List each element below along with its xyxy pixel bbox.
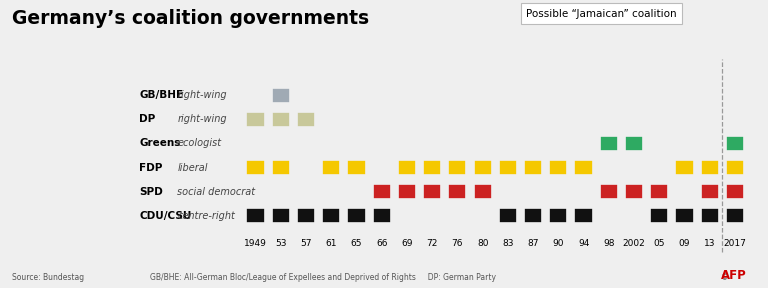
- Text: AFP: AFP: [720, 269, 746, 282]
- Bar: [272, 208, 290, 223]
- Bar: [498, 160, 517, 175]
- Bar: [474, 160, 492, 175]
- Bar: [398, 160, 416, 175]
- Bar: [726, 208, 744, 223]
- Bar: [272, 160, 290, 175]
- Bar: [449, 160, 466, 175]
- Text: FDP: FDP: [140, 162, 163, 173]
- Text: ecologist: ecologist: [177, 139, 221, 149]
- Bar: [650, 184, 668, 199]
- Bar: [297, 112, 315, 127]
- Bar: [574, 208, 593, 223]
- Bar: [625, 184, 643, 199]
- Bar: [322, 160, 340, 175]
- Bar: [347, 160, 366, 175]
- Bar: [625, 136, 643, 151]
- Bar: [372, 184, 391, 199]
- Bar: [675, 160, 694, 175]
- Text: ©: ©: [721, 273, 731, 282]
- Text: DP: DP: [140, 114, 156, 124]
- Bar: [322, 208, 340, 223]
- Bar: [272, 88, 290, 103]
- Bar: [600, 136, 618, 151]
- Text: GB/BHE: All-German Bloc/League of Expellees and Deprived of Rights     DP: Germa: GB/BHE: All-German Bloc/League of Expell…: [150, 273, 496, 282]
- Text: Source: Bundestag: Source: Bundestag: [12, 273, 84, 282]
- Text: Possible “Jamaican” coalition: Possible “Jamaican” coalition: [526, 9, 677, 19]
- Text: right-wing: right-wing: [177, 90, 227, 100]
- Bar: [272, 112, 290, 127]
- Bar: [423, 184, 442, 199]
- Text: social democrat: social democrat: [177, 187, 256, 197]
- Bar: [474, 184, 492, 199]
- Bar: [726, 136, 744, 151]
- Bar: [574, 160, 593, 175]
- Bar: [726, 184, 744, 199]
- Bar: [247, 208, 265, 223]
- Bar: [347, 208, 366, 223]
- Bar: [700, 208, 719, 223]
- Bar: [247, 112, 265, 127]
- Bar: [247, 160, 265, 175]
- Bar: [549, 208, 568, 223]
- Bar: [449, 184, 466, 199]
- Bar: [700, 160, 719, 175]
- Bar: [398, 184, 416, 199]
- Bar: [524, 160, 542, 175]
- Bar: [372, 208, 391, 223]
- Text: centre-right: centre-right: [177, 211, 235, 221]
- Text: CDU/CSU: CDU/CSU: [140, 211, 192, 221]
- Bar: [297, 208, 315, 223]
- Bar: [650, 208, 668, 223]
- Bar: [423, 160, 442, 175]
- Bar: [498, 208, 517, 223]
- Bar: [524, 208, 542, 223]
- Bar: [675, 208, 694, 223]
- Bar: [700, 184, 719, 199]
- Text: SPD: SPD: [140, 187, 163, 197]
- Text: Greens: Greens: [140, 139, 180, 149]
- Bar: [600, 184, 618, 199]
- Text: Germany’s coalition governments: Germany’s coalition governments: [12, 9, 369, 28]
- Bar: [726, 160, 744, 175]
- Text: right-wing: right-wing: [177, 114, 227, 124]
- Text: liberal: liberal: [177, 162, 208, 173]
- Text: GB/BHE: GB/BHE: [140, 90, 184, 100]
- Bar: [549, 160, 568, 175]
